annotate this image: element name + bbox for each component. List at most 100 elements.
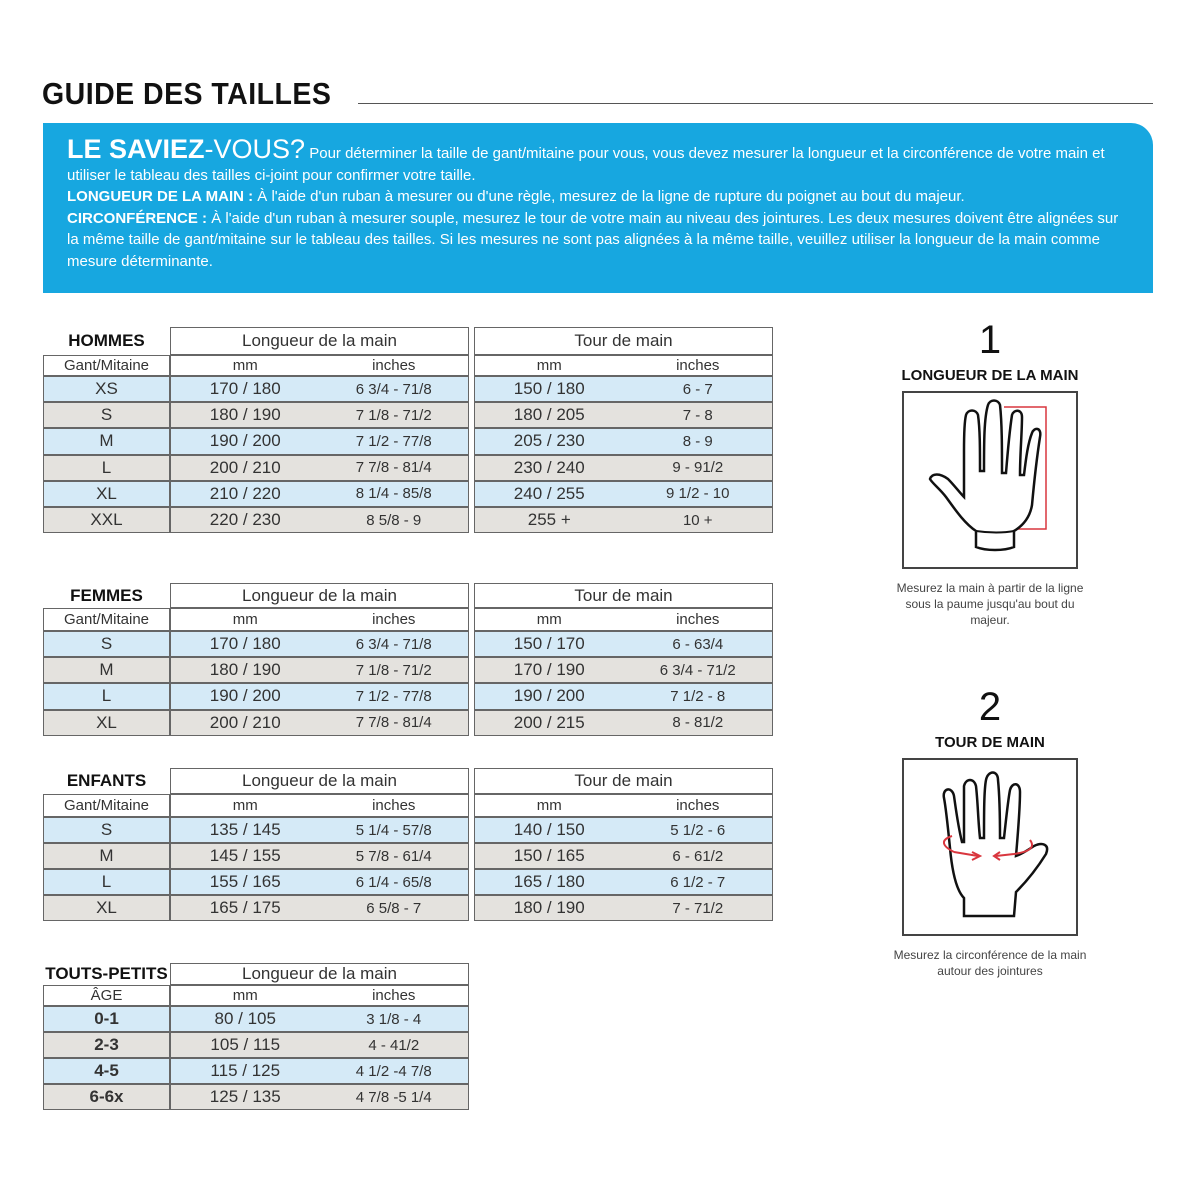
table-row: 4-5 115 / 125 4 1/2 -4 7/8 (43, 1058, 469, 1084)
tour-inches: 6 - 63/4 (672, 635, 724, 653)
banner-heading: LE SAVIEZ-VOUS? (67, 134, 305, 164)
length-cell: 200 / 210 7 7/8 - 81/4 (170, 454, 469, 481)
title-divider (358, 103, 1153, 104)
tour-cell: 180 / 190 7 - 71/2 (474, 895, 773, 921)
tour-units: mm inches (474, 794, 773, 817)
tour-mm: 150 / 170 (513, 634, 585, 654)
step-1-label: LONGUEUR DE LA MAIN (901, 367, 1079, 384)
tour-units: mm inches (474, 355, 773, 376)
inches-label: inches (676, 611, 720, 628)
length-mm: 200 / 210 (209, 712, 281, 732)
length-mm: 105 / 115 (210, 1035, 281, 1054)
tour-mm: 255 + (527, 510, 571, 530)
tour-mm: 180 / 205 (513, 405, 585, 425)
length-mm: 180 / 190 (209, 660, 281, 680)
length-inches: 5 7/8 - 61/4 (355, 847, 432, 865)
length-mm: 170 / 180 (209, 379, 281, 399)
tour-inches: 6 1/2 - 7 (670, 873, 726, 891)
length-mm: 190 / 200 (209, 686, 281, 706)
length-mm: 220 / 230 (209, 510, 281, 530)
mm-label: mm (536, 611, 562, 628)
tour-mm: 150 / 165 (513, 846, 585, 865)
tour-mm: 205 / 230 (513, 431, 585, 451)
inches-label: inches (372, 611, 416, 628)
tour-mm: 140 / 150 (513, 820, 585, 839)
length-cell: 220 / 230 8 5/8 - 9 (170, 507, 469, 534)
length-cell: 155 / 165 6 1/4 - 65/8 (170, 869, 469, 895)
length-cell: 165 / 175 6 5/8 - 7 (170, 895, 469, 921)
tour-mm: 190 / 200 (513, 686, 585, 706)
tour-cell: 180 / 205 7 - 8 (474, 402, 773, 429)
length-units: mm inches (170, 794, 469, 817)
table-row: L 190 / 200 7 1/2 - 77/8 190 / 200 7 1/2 - 8 (43, 683, 773, 710)
step-2-label: TOUR DE MAIN (935, 734, 1045, 751)
length-mm: 155 / 165 (209, 872, 281, 891)
length-mm: 190 / 200 (209, 431, 281, 451)
inches-label: inches (372, 797, 416, 814)
size-cell: 6-6x (43, 1084, 170, 1110)
tour-cell: 190 / 200 7 1/2 - 8 (474, 683, 773, 710)
table-row: M 180 / 190 7 1/8 - 71/2 170 / 190 6 3/4 - 7… (43, 657, 773, 684)
banner-heading-bold: LE SAVIEZ (67, 134, 205, 164)
section-title: TOUTS-PETITS (45, 964, 168, 983)
tour-inches: 8 - 81/2 (672, 714, 724, 732)
length-inches: 4 - 41/2 (368, 1036, 420, 1054)
length-inches: 3 1/8 - 4 (366, 1010, 422, 1028)
tour-mm: 170 / 190 (513, 660, 585, 680)
circ-label: CIRCONFÉRENCE : (67, 209, 208, 227)
table-header-row: HOMMES Longueur de la main Tour de main (43, 327, 773, 355)
mm-label: mm (232, 611, 258, 628)
section-title: HOMMES (68, 331, 145, 350)
table-row: XL 200 / 210 7 7/8 - 81/4 200 / 215 8 - 81/2 (43, 709, 773, 736)
length-inches: 4 1/2 -4 7/8 (355, 1062, 432, 1080)
length-cell: 190 / 200 7 1/2 - 77/8 (170, 428, 469, 455)
length-inches: 7 1/2 - 77/8 (355, 687, 432, 705)
table-subheader-row: Gant/Mitaine mm inches mm inches (43, 794, 773, 817)
tour-mm: 200 / 215 (513, 712, 585, 732)
inches-label: inches (676, 357, 720, 374)
mm-label: mm (232, 357, 258, 374)
tour-mm: 240 / 255 (513, 483, 585, 503)
tour-cell: 150 / 180 6 - 7 (474, 376, 773, 403)
column-label: Gant/Mitaine (43, 355, 170, 376)
size-cell: 4-5 (43, 1058, 170, 1084)
length-cell: 135 / 145 5 1/4 - 57/8 (170, 817, 469, 843)
length-units: mm inches (170, 608, 469, 631)
table-row: L 200 / 210 7 7/8 - 81/4 230 / 240 9 - 91/2 (43, 454, 773, 481)
column-label: ÂGE (43, 985, 170, 1006)
tour-inches: 6 - 7 (682, 380, 713, 398)
tour-mm: 150 / 180 (513, 379, 585, 399)
length-inches: 7 1/2 - 77/8 (355, 432, 432, 450)
section-title: ENFANTS (66, 771, 147, 790)
length-cell: 170 / 180 6 3/4 - 71/8 (170, 376, 469, 403)
tour-inches: 8 - 9 (682, 432, 713, 450)
length-inches: 6 3/4 - 71/8 (355, 635, 432, 653)
tour-header: Tour de main (474, 327, 773, 355)
length-inches: 7 1/8 - 71/2 (355, 406, 432, 424)
tour-inches: 6 3/4 - 71/2 (659, 661, 736, 679)
length-inches: 7 7/8 - 81/4 (355, 714, 432, 732)
page-title: GUIDE DES TAILLES (42, 76, 332, 111)
table-header-row: TOUTS-PETITS Longueur de la main (43, 963, 469, 985)
length-cell: 145 / 155 5 7/8 - 61/4 (170, 843, 469, 869)
size-cell: M (43, 657, 170, 684)
step-1-caption: Mesurez la main à partir de la ligne sou… (896, 581, 1084, 627)
length-cell: 210 / 220 8 1/4 - 85/8 (170, 480, 469, 507)
length-cell: 200 / 210 7 7/8 - 81/4 (170, 709, 469, 736)
tour-cell: 200 / 215 8 - 81/2 (474, 709, 773, 736)
length-cell: 80 / 105 3 1/8 - 4 (170, 1006, 469, 1032)
length-header: Longueur de la main (170, 583, 469, 608)
size-cell: XL (43, 480, 170, 507)
length-mm: 135 / 145 (209, 820, 281, 839)
tour-mm: 180 / 190 (513, 898, 585, 917)
size-cell: L (43, 454, 170, 481)
mm-label: mm (536, 797, 562, 814)
tour-cell: 165 / 180 6 1/2 - 7 (474, 869, 773, 895)
mm-label: mm (232, 797, 258, 814)
tour-cell: 255 + 10 + (474, 507, 773, 534)
table-row: M 190 / 200 7 1/2 - 77/8 205 / 230 8 - 9 (43, 428, 773, 455)
table-subheader-row: Gant/Mitaine mm inches mm inches (43, 355, 773, 376)
tour-inches: 7 - 8 (682, 406, 713, 424)
length-units: mm inches (170, 355, 469, 376)
section-title: FEMMES (70, 585, 143, 605)
